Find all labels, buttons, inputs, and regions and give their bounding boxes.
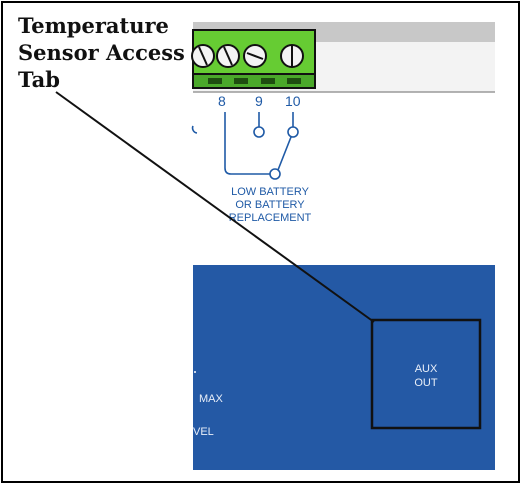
leader-line: [55, 91, 375, 323]
relay-label-line-1: LOW BATTERY: [231, 186, 309, 198]
terminal-label-10: 10: [285, 93, 301, 109]
screw-icon: [216, 44, 240, 68]
blue-panel: [193, 265, 495, 470]
aux-label-line-2: OUT: [414, 377, 438, 389]
aux-out-box: [370, 318, 482, 430]
partial-connector: [191, 125, 198, 134]
panel-label-max: MAX: [199, 393, 224, 405]
screw-icon: [280, 44, 304, 68]
aux-label-line-1: AUX: [415, 363, 438, 375]
terminal-label-9: 9: [255, 93, 263, 109]
relay-label-line-3: REPLACEMENT: [229, 212, 312, 224]
screw-icon: [191, 44, 215, 68]
callout-title: Temperature Sensor Access Tab: [18, 13, 185, 92]
terminal-label-8: 8: [218, 93, 226, 109]
screw-icon: [243, 44, 267, 68]
relay-contact: [224, 112, 299, 180]
panel-label-vel: VEL: [193, 426, 214, 438]
relay-label-line-2: OR BATTERY: [235, 199, 305, 211]
